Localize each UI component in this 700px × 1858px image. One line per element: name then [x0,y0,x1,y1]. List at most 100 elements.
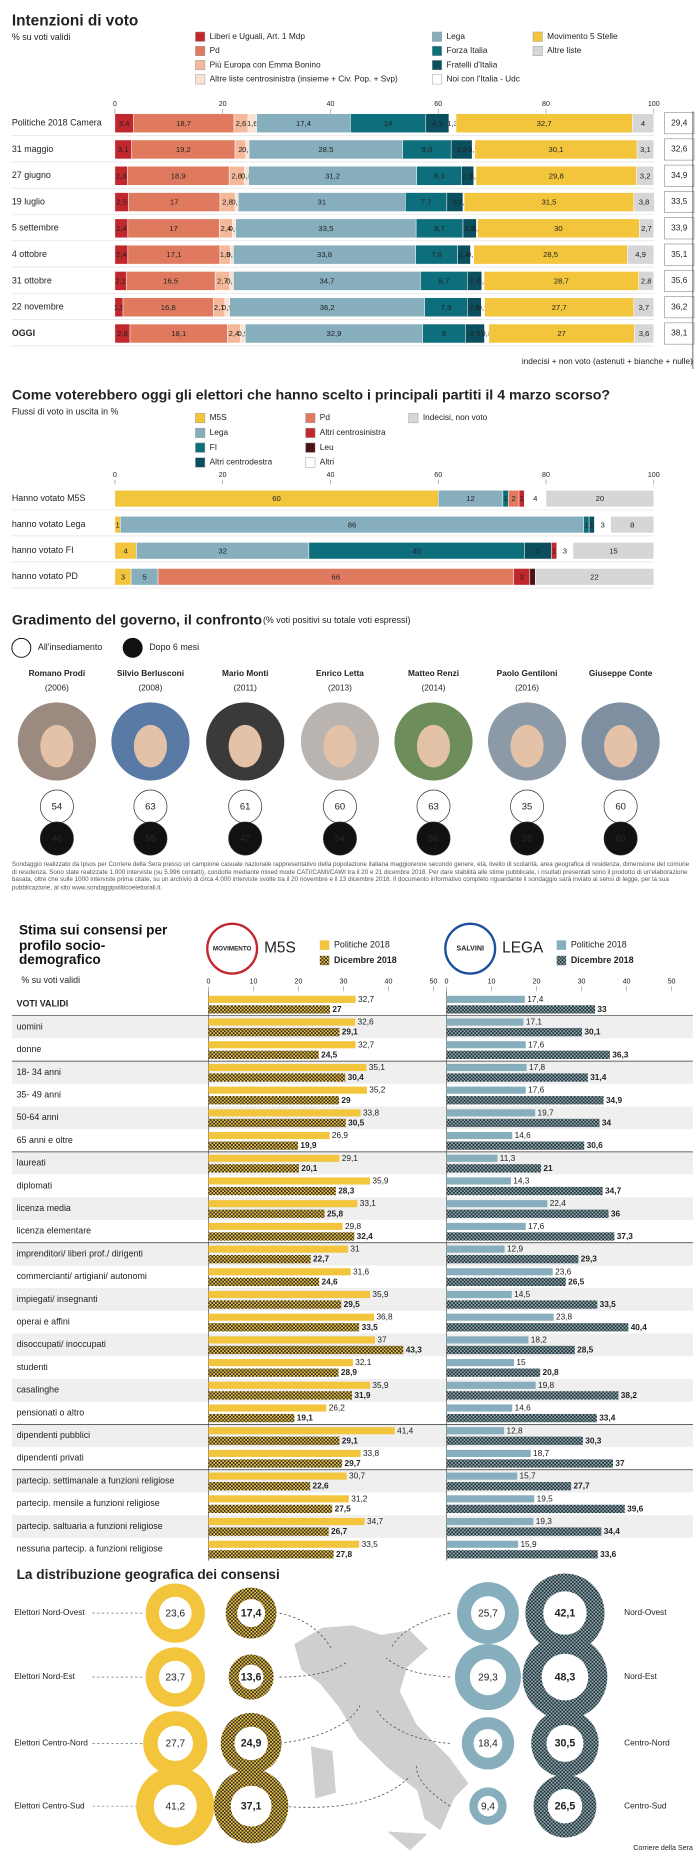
person-year: (2008) [138,682,162,692]
x-tick-label: 40 [623,978,631,986]
data-label: 35,1 [369,1062,386,1072]
data-label: 1,9 [220,250,231,259]
data-label: 2 [512,494,516,503]
data-label: 39 [522,834,533,845]
x-tick-label: 50 [668,978,676,986]
data-label: 28,3 [338,1186,355,1196]
row-label: laureati [17,1158,46,1168]
data-label: 14,3 [513,1176,530,1186]
legend-label: M5S [210,412,228,422]
data-label: 15,7 [520,1471,537,1481]
data-label: 19,1 [297,1413,314,1423]
bar [446,1336,529,1344]
data-label: 32,6 [358,1017,375,1027]
legend-label: Indecisi, non voto [423,412,488,422]
bar [208,1109,361,1117]
bubble-hole [237,1599,266,1628]
row-label: dipendenti pubblici [17,1430,91,1440]
person-name: Paolo Gentiloni [497,668,558,678]
bubble-hole [153,1784,197,1828]
data-label: 2,8 [222,198,233,207]
data-label: 32,7 [537,119,552,128]
data-label: 2,4 [229,329,240,338]
legend-swatch [195,74,206,85]
bar [446,1186,603,1196]
data-label: 60 [272,494,281,503]
data-label: 29,7 [345,1458,362,1468]
legend-swatch [432,60,443,71]
bar [446,1404,513,1412]
data-label: 17,4 [296,119,312,128]
data-label: 23,8 [556,1312,573,1322]
data-label: 7,7 [421,198,432,207]
x-tick-label: 80 [542,100,550,108]
data-label: 21 [543,1163,553,1173]
data-label: 2,8 [117,329,128,338]
row-label: casalinghe [17,1385,59,1395]
data-label: 12,8 [506,1425,523,1435]
legend-label: Dicembre 2018 [571,955,634,965]
data-label: 31,4 [590,1072,607,1082]
row-label: nessuna partecip. a funzioni religiose [17,1544,163,1554]
bar [446,1427,505,1435]
data-label: 36,8 [376,1312,393,1322]
bar [208,1245,348,1253]
data-label: 54 [52,802,63,813]
legend-swatch [11,637,32,658]
data-label: 33,1 [360,1198,377,1208]
bar [446,1268,553,1276]
x-tick-label: 10 [250,978,258,986]
data-label: 18,7 [176,119,191,128]
side-label: 33,5 [671,196,688,206]
bar [208,1368,339,1377]
bar-segment [572,542,655,560]
person-name: Mario Monti [222,668,268,678]
data-label: 40 [52,834,63,845]
data-label: 24,9 [241,1738,262,1750]
flow-arrows [279,1612,451,1808]
data-label: 3,6 [639,329,650,338]
data-label: 31 [350,1244,360,1254]
bar [208,1255,311,1264]
bar [446,1300,598,1309]
data-label: 20 [596,494,605,503]
bar-segment [545,490,655,508]
data-label: 2,7 [217,277,228,286]
bar [446,1141,585,1150]
logo-text: MOVIMENTO [213,945,252,952]
bar [208,1482,311,1491]
data-label: 38,2 [621,1390,638,1400]
data-label: 37,3 [617,1231,634,1241]
bar [446,1132,513,1140]
area-label: Centro-Nord [624,1738,670,1748]
data-label: 33,5 [600,1299,617,1309]
data-label: 17,4 [527,994,544,1004]
data-label: 37,1 [241,1801,262,1813]
area-label: Nord-Ovest [624,1607,667,1617]
data-label: 31,5 [541,198,556,207]
row-label: 5 settembre [12,223,59,233]
legend-label: Lega [210,427,229,437]
data-label: 2,5 [464,224,475,233]
row-label: 19 luglio [12,196,45,206]
data-label: 7,9 [441,303,452,312]
data-label: 4 [533,494,538,503]
bar [208,1391,353,1400]
bar [208,1277,320,1287]
data-label: 14 [384,119,393,128]
data-label: 47 [240,834,251,845]
side-box [664,269,695,292]
row-label: partecip. saltuaria a funzioni religiose [17,1521,163,1531]
data-label: 15 [516,1357,526,1367]
data-label: 20,1 [301,1163,318,1173]
data-label: 41,2 [166,1801,186,1812]
data-label: 16,8 [161,303,176,312]
data-label: 22,7 [313,1254,330,1264]
row-label: 31 maggio [12,144,54,154]
data-label: 29,1 [342,1153,359,1163]
data-label: 9,0 [422,145,433,154]
x-tick-label: 20 [219,471,227,479]
bar [446,1482,572,1491]
bar [208,1050,319,1059]
